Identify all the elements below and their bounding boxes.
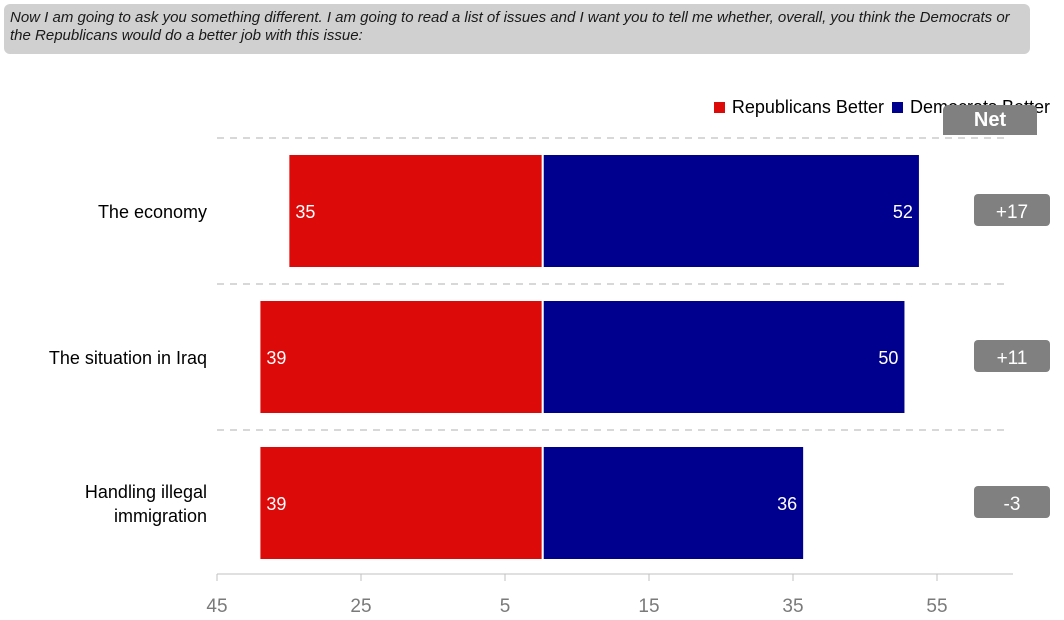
data-label-democrats-0: 52 [893, 202, 913, 222]
net-badge-0 [974, 194, 1050, 226]
x-tick-label-1: 25 [350, 596, 371, 617]
legend-item-republicans: Republicans Better [713, 97, 884, 118]
net-badge-2 [974, 486, 1050, 518]
net-column-header: Net [943, 105, 1037, 135]
net-value-1: +11 [997, 348, 1028, 369]
bar-democrats-0 [543, 155, 919, 267]
legend-swatch-republicans [713, 102, 725, 113]
net-value-2: -3 [1004, 494, 1021, 515]
bar-democrats-2 [543, 447, 804, 559]
x-tick-label-2: 5 [500, 596, 511, 617]
data-label-democrats-1: 50 [878, 348, 898, 368]
category-label-1: The situation in Iraq [49, 348, 207, 368]
legend-label-republicans: Republicans Better [731, 97, 884, 117]
net-value-0: +17 [996, 202, 1028, 223]
bar-democrats-1 [543, 301, 905, 413]
bar-republicans-1 [260, 301, 543, 413]
bar-republicans-2 [260, 447, 543, 559]
data-label-republicans-1: 39 [266, 348, 286, 368]
data-label-republicans-0: 35 [295, 202, 315, 222]
x-tick-label-3: 15 [638, 596, 659, 617]
question-text: Now I am going to ask you something diff… [4, 4, 1030, 54]
bar-republicans-0 [289, 155, 543, 267]
net-badge-1 [974, 340, 1050, 372]
category-label-2-line-1: immigration [114, 506, 207, 526]
category-label-0: The economy [98, 202, 207, 222]
data-label-democrats-2: 36 [777, 494, 797, 514]
data-label-republicans-2: 39 [266, 494, 286, 514]
x-tick-label-5: 55 [926, 596, 947, 617]
x-tick-label-4: 35 [782, 596, 803, 617]
category-label-2-line-0: Handling illegal [85, 482, 207, 502]
x-tick-label-0: 45 [206, 596, 227, 617]
legend-swatch-democrats [891, 102, 903, 113]
